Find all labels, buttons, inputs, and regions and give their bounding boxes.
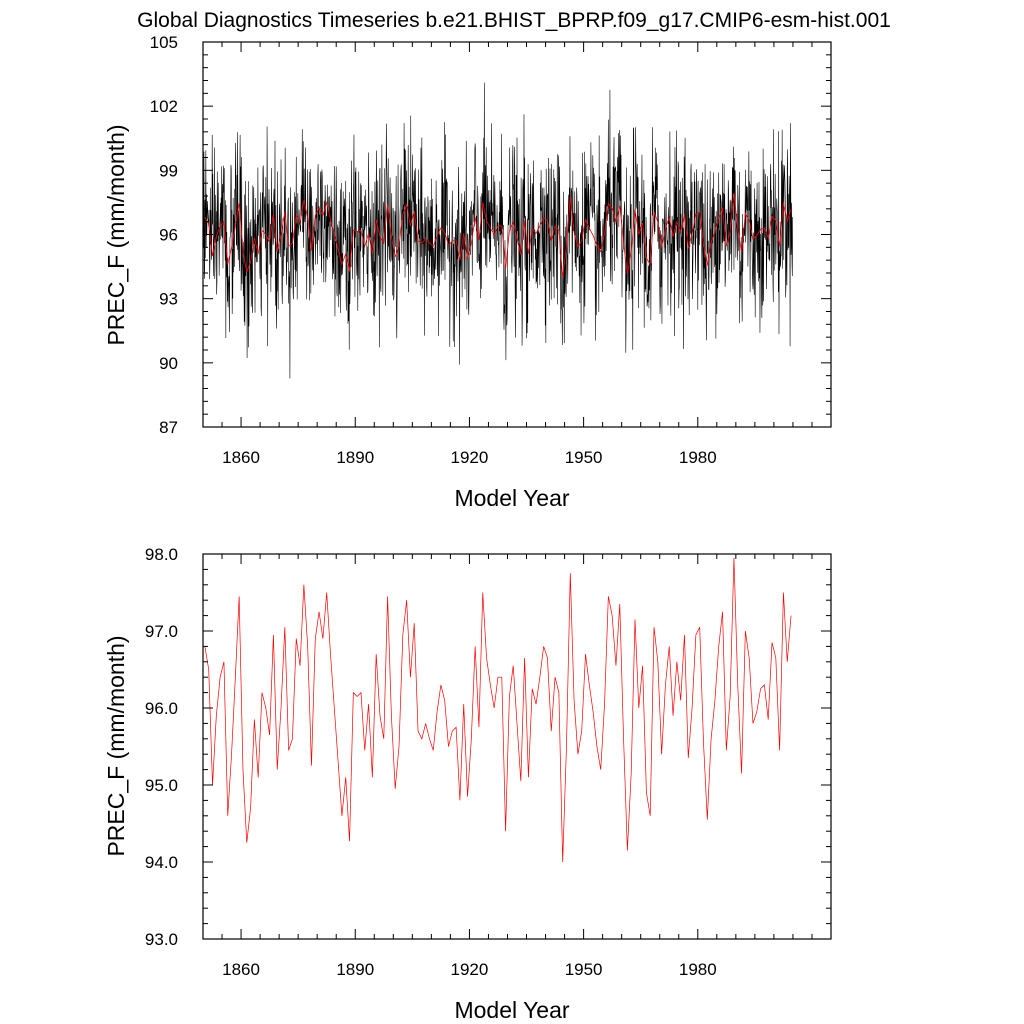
top-y-tick-label: 87 bbox=[159, 418, 178, 437]
top-xlabel: Model Year bbox=[454, 485, 569, 511]
bottom-ticks-group: 1860 1890 1920 1950 1980 93.0 94.0 95.0 96.0 97.0… bbox=[145, 545, 832, 979]
top-y-tick-label: 102 bbox=[150, 97, 178, 116]
bottom-y-tick-label: 96.0 bbox=[145, 699, 178, 718]
bottom-panel: 1860 1890 1920 1950 1980 93.0 94.0 95.0 96.0 97.0… bbox=[103, 545, 832, 1023]
bottom-ylabel: PREC_F (mm/month) bbox=[103, 635, 129, 856]
top-x-tick-label: 1890 bbox=[336, 448, 374, 467]
bottom-series-group bbox=[204, 557, 792, 863]
bottom-y-tick-label: 98.0 bbox=[145, 545, 178, 564]
figure-title: Global Diagnostics Timeseries b.e21.BHIS… bbox=[137, 9, 891, 32]
bottom-x-tick-label: 1890 bbox=[336, 960, 374, 979]
top-y-tick-label: 93 bbox=[159, 290, 178, 309]
top-y-tick-label: 90 bbox=[159, 354, 178, 373]
top-ylabel: PREC_F (mm/month) bbox=[103, 124, 129, 345]
bottom-x-tick-label: 1860 bbox=[222, 960, 260, 979]
top-monthly-series-line bbox=[203, 82, 793, 379]
top-y-tick-label: 96 bbox=[159, 226, 178, 245]
top-x-tick-label: 1860 bbox=[222, 448, 260, 467]
top-y-tick-label: 105 bbox=[150, 33, 178, 52]
bottom-y-tick-label: 97.0 bbox=[145, 622, 178, 641]
bottom-x-tick-label: 1980 bbox=[679, 960, 717, 979]
top-x-tick-label: 1950 bbox=[565, 448, 603, 467]
bottom-plot-frame bbox=[202, 553, 832, 940]
top-x-tick-label: 1980 bbox=[679, 448, 717, 467]
bottom-y-tick-label: 95.0 bbox=[145, 776, 178, 795]
bottom-y-tick-label: 94.0 bbox=[145, 853, 178, 872]
bottom-xlabel: Model Year bbox=[454, 997, 569, 1023]
bottom-x-tick-label: 1920 bbox=[451, 960, 489, 979]
top-series-group bbox=[203, 82, 793, 379]
top-panel: 1860 1890 1920 1950 1980 87 90 93 96 99 102 105 Mod… bbox=[103, 33, 832, 511]
bottom-x-tick-label: 1950 bbox=[565, 960, 603, 979]
top-y-tick-label: 99 bbox=[159, 161, 178, 180]
bottom-y-tick-label: 93.0 bbox=[145, 930, 178, 949]
top-x-tick-label: 1920 bbox=[451, 448, 489, 467]
top-annual-series-line bbox=[204, 192, 792, 278]
top-ticks-group: 1860 1890 1920 1950 1980 87 90 93 96 99 102 105 bbox=[150, 33, 832, 467]
bottom-annual-series-line bbox=[204, 557, 792, 863]
